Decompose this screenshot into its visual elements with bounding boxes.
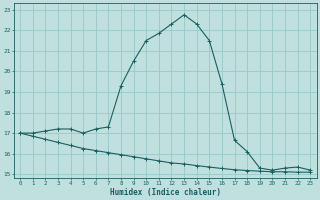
- X-axis label: Humidex (Indice chaleur): Humidex (Indice chaleur): [110, 188, 220, 197]
